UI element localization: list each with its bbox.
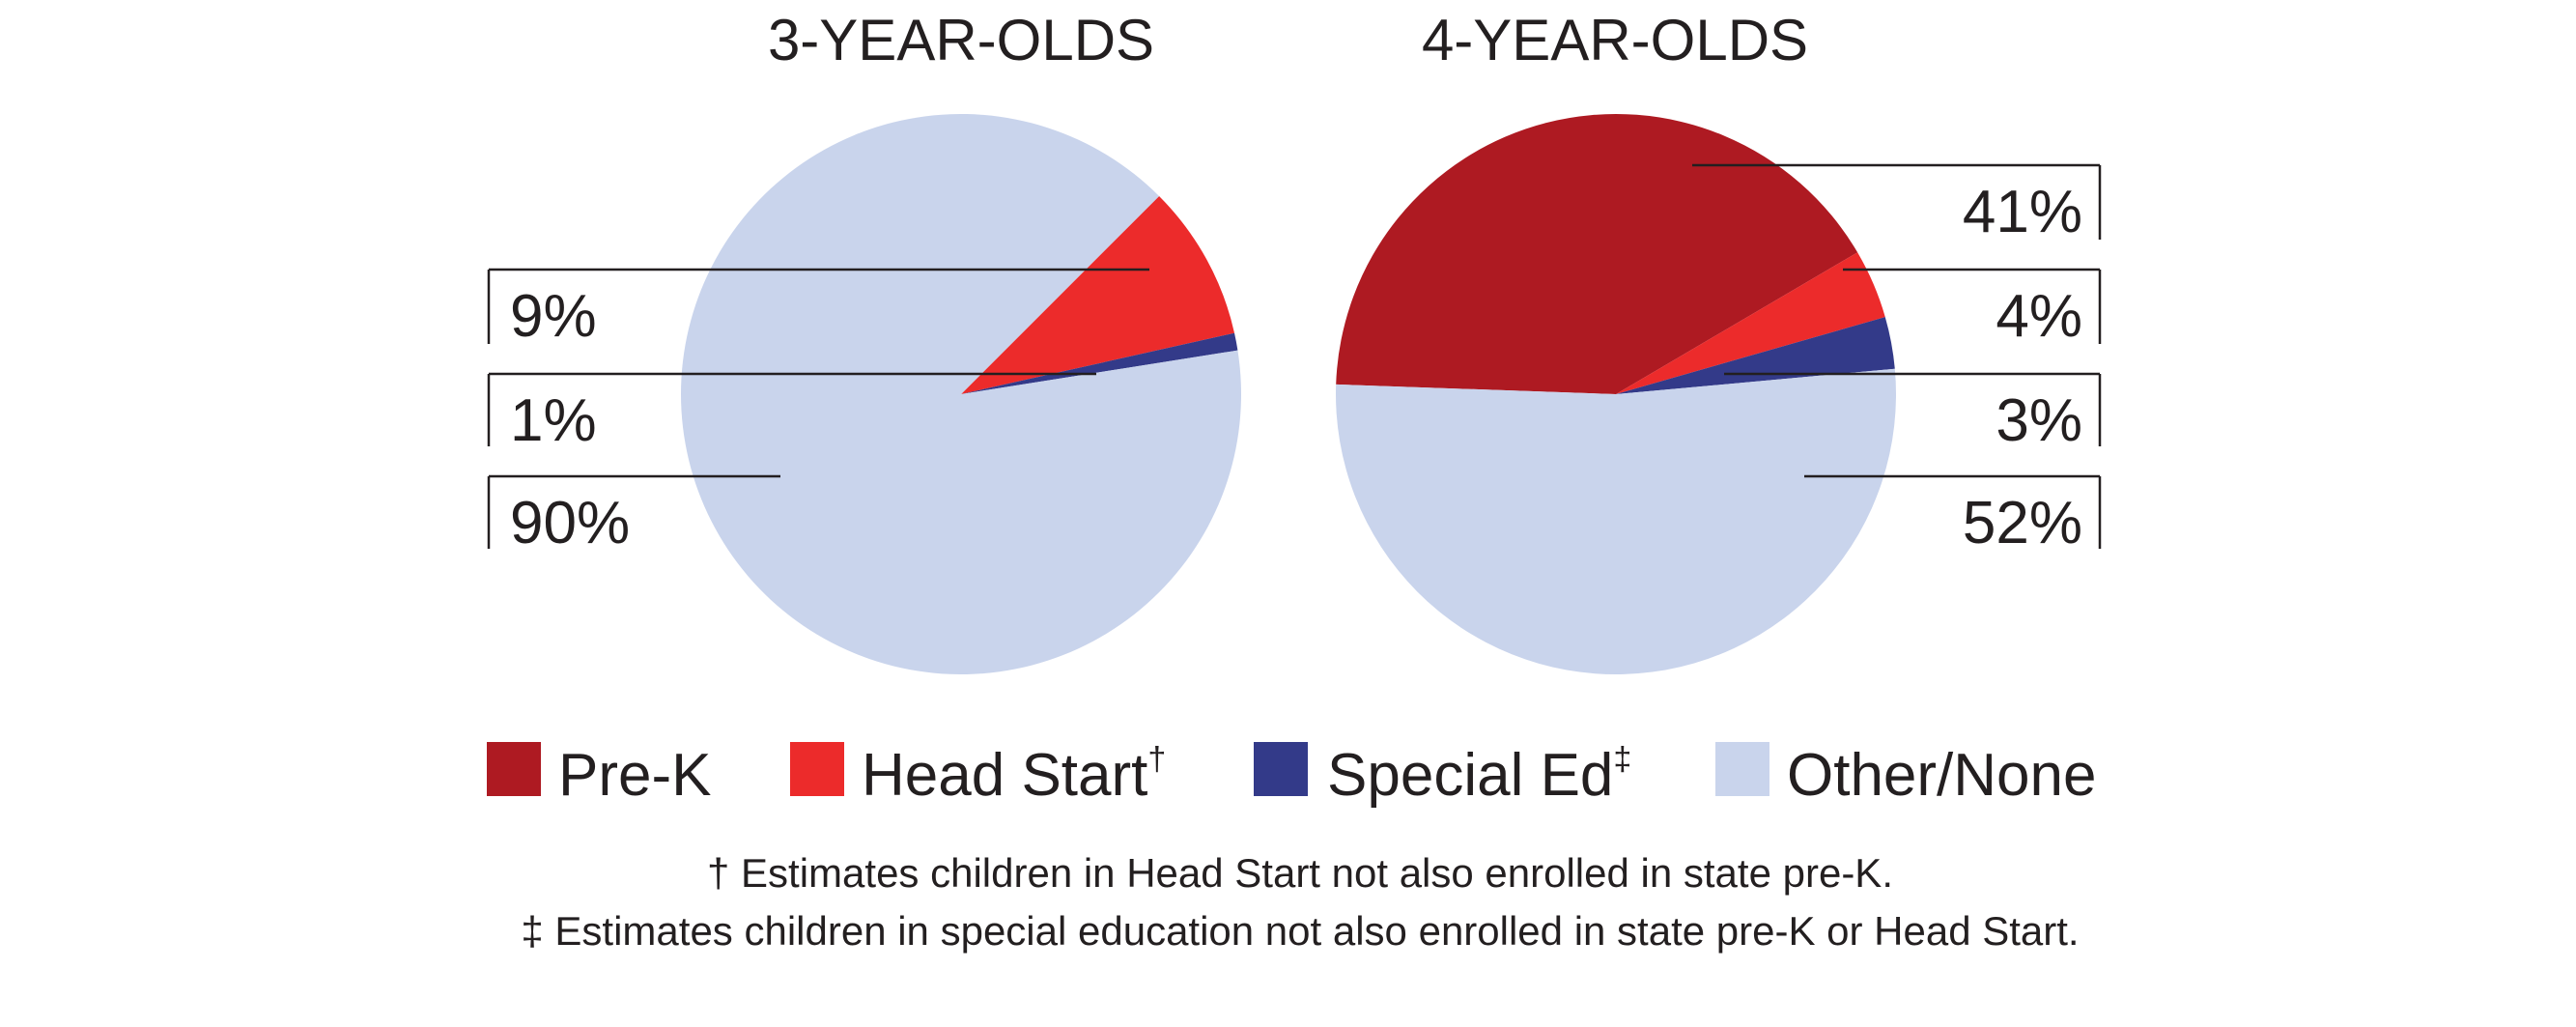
legend-label-head-start: Head Start† [862, 741, 1166, 809]
callout-group: 9% 1% 90% 41% 4% 3% 52% [487, 163, 2102, 556]
pie-slice-3yo-head-start [961, 195, 1235, 394]
data-label-4yo-head-start: 4% [1996, 283, 2082, 350]
legend-swatch-other-none [1715, 742, 1769, 796]
data-label-4yo-pre-k: 41% [1963, 179, 2082, 245]
pie-slice-3yo-other-none [681, 114, 1242, 675]
data-label-3yo-special-ed: 1% [510, 387, 597, 454]
legend-label-pre-k: Pre-K [558, 742, 711, 809]
legend-label-other-none: Other/None [1787, 742, 2097, 809]
pie-slice-4yo-other-none [1336, 368, 1897, 675]
footnote-special-ed: ‡ Estimates children in special educatio… [521, 908, 2079, 954]
pie-group [681, 114, 1897, 675]
data-label-4yo-special-ed: 3% [1996, 387, 2082, 454]
chart-title-3yo: 3-YEAR-OLDS [768, 8, 1154, 72]
legend-swatch-special-ed [1254, 742, 1308, 796]
legend: Pre-K Head Start† Special Ed‡ Other/None [487, 741, 2097, 809]
legend-swatch-head-start [790, 742, 844, 796]
legend-swatch-pre-k [487, 742, 541, 796]
legend-label-special-ed: Special Ed‡ [1327, 741, 1631, 809]
pie-slice-4yo-head-start [1616, 252, 1885, 394]
footnote-head-start: † Estimates children in Head Start not a… [707, 850, 1893, 896]
data-label-3yo-head-start: 9% [510, 283, 597, 350]
data-label-4yo-other-none: 52% [1963, 490, 2082, 556]
pie-slice-4yo-pre-k [1336, 114, 1858, 395]
pie-slice-3yo-special-ed [961, 332, 1238, 394]
data-label-3yo-other-none: 90% [510, 490, 630, 556]
chart-title-4yo: 4-YEAR-OLDS [1422, 8, 1808, 72]
